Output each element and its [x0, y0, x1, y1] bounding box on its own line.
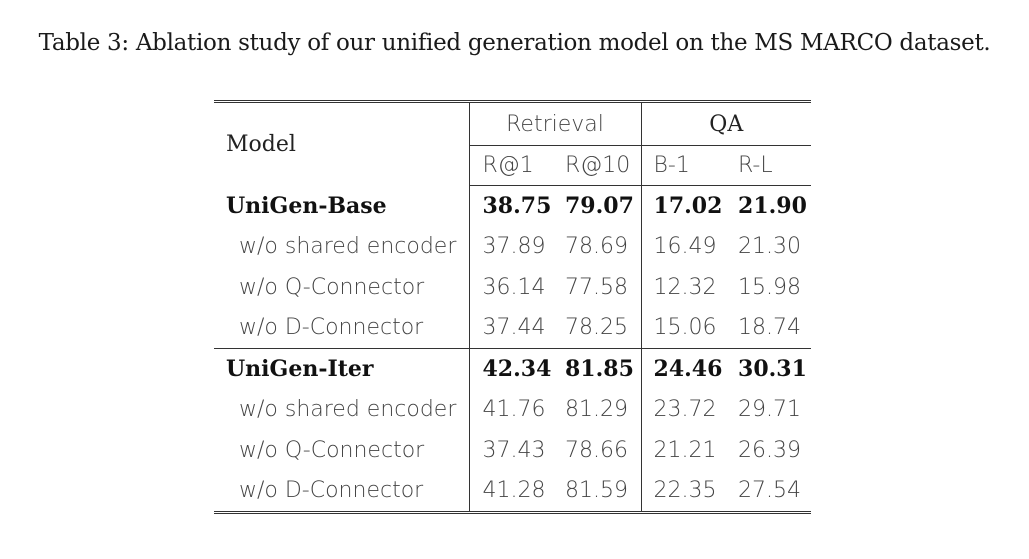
table-row: w/o D-Connector 37.44 78.25 15.06 18.74	[214, 307, 811, 349]
b1-value: 22.35	[640, 470, 727, 513]
r1-value: 41.28	[468, 470, 554, 513]
model-name: w/o Q-Connector	[239, 437, 425, 463]
r10-value: 78.66	[565, 437, 628, 463]
rl-value: 29.71	[738, 397, 801, 423]
r1-value: 38.75	[468, 185, 554, 227]
b1-value: 17.02	[640, 185, 727, 227]
r10-value: 81.85	[554, 348, 642, 390]
r10-value: 81.59	[565, 478, 628, 504]
model-name: w/o D-Connector	[239, 315, 424, 341]
b1-value: 12.32	[640, 267, 727, 308]
model-name: w/o shared encoder	[239, 234, 457, 260]
table-row: w/o shared encoder 41.76 81.29 23.72 29.…	[214, 389, 811, 430]
r1-value: 41.76	[468, 389, 554, 430]
table-row: w/o shared encoder 37.89 78.69 16.49 21.…	[214, 226, 811, 267]
model-name: w/o Q-Connector	[239, 274, 425, 300]
r10-value: 81.29	[565, 397, 628, 423]
table-row: UniGen-Base 38.75 79.07 17.02 21.90	[214, 185, 811, 227]
r10-column-header: R@10	[554, 145, 642, 186]
r1-column-header: R@1	[468, 145, 554, 186]
r1-value: 37.44	[468, 307, 554, 349]
b1-value: 16.49	[640, 226, 727, 267]
model-column-header: Model	[226, 131, 296, 157]
b1-value: 23.72	[640, 389, 727, 430]
r10-value: 79.07	[565, 193, 634, 220]
qa-group-header: QA	[640, 101, 812, 146]
rl-value: 30.31	[726, 348, 812, 390]
r1-value: 37.89	[468, 226, 554, 267]
header-row-groups: Model Retrieval QA	[214, 101, 812, 157]
r1-value: 36.14	[468, 267, 554, 308]
model-name: w/o D-Connector	[239, 478, 424, 504]
rl-value: 15.98	[738, 274, 801, 300]
ablation-table: Model Retrieval QA R@1 R@10 B-1 R-L UniG…	[214, 100, 812, 514]
rl-value: 27.54	[738, 478, 801, 504]
model-name: UniGen-Base	[226, 193, 387, 219]
rl-column-header: R-L	[726, 145, 812, 186]
table-row: w/o D-Connector 41.28 81.59 22.35 27.54	[214, 470, 811, 513]
header-row-metrics: R@1 R@10 B-1 R-L	[214, 145, 812, 186]
b1-value: 21.21	[640, 430, 727, 471]
rl-value: 21.90	[738, 193, 807, 220]
table-row: w/o Q-Connector 37.43 78.66 21.21 26.39	[214, 430, 811, 471]
retrieval-group-header: Retrieval	[468, 101, 642, 146]
rl-value: 21.30	[738, 234, 801, 260]
r1-value: 37.43	[468, 430, 554, 471]
table-row: UniGen-Iter 42.34 81.85 24.46 30.31	[214, 348, 812, 390]
r10-value: 77.58	[565, 274, 628, 300]
b1-value: 15.06	[640, 307, 727, 349]
table-row: w/o Q-Connector 36.14 77.58 12.32 15.98	[214, 267, 811, 308]
model-name: UniGen-Iter	[214, 348, 469, 390]
r10-value: 78.25	[565, 315, 628, 341]
b1-value: 24.46	[640, 348, 727, 390]
r10-value: 78.69	[565, 234, 628, 260]
r1-value: 42.34	[468, 348, 554, 390]
b1-column-header: B-1	[640, 145, 727, 186]
table-caption: Table 3: Ablation study of our unified g…	[38, 30, 991, 56]
rl-value: 26.39	[738, 437, 801, 463]
model-name: w/o shared encoder	[239, 397, 457, 423]
rl-value: 18.74	[738, 315, 801, 341]
